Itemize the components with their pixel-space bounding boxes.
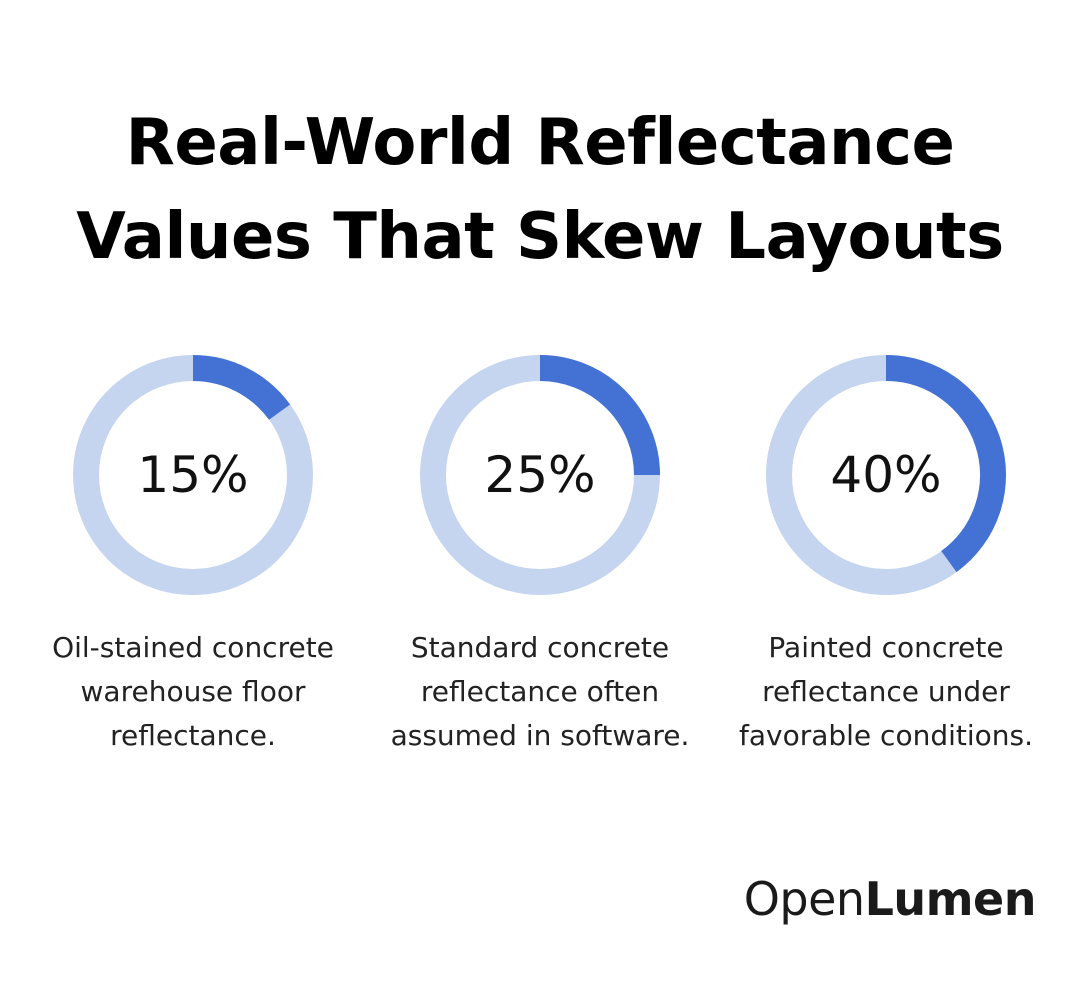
brand-logo-open: Open [743,872,865,926]
donut-chart-oil-stained: 15% [73,355,313,595]
brand-logo: OpenLumen [743,868,1037,930]
page-title: Real-World Reflectance Values That Skew … [0,96,1080,284]
donut-arc [885,355,1006,573]
donut-arc [539,355,660,476]
stat-oil-stained: 15% Oil-stained concrete warehouse floor… [13,350,373,758]
donut-chart-standard: 25% [420,355,660,595]
donut-value-label: 40% [830,446,941,504]
stat-caption: Painted concrete reflectance under favor… [738,631,1033,752]
donut-arc [192,355,291,421]
brand-logo-lumen: Lumen [864,872,1037,926]
title-line-1: Real-World Reflectance [125,106,955,180]
donut-charts: 15% Oil-stained concrete warehouse floor… [0,350,1080,770]
title-line-2: Values That Skew Layouts [76,200,1004,274]
stat-standard: 25% Standard concrete reflectance often … [360,350,720,758]
donut-value-label: 15% [137,446,248,504]
stat-painted: 40% Painted concrete reflectance under f… [706,350,1066,758]
stat-caption: Standard concrete reflectance often assu… [390,631,690,752]
donut-chart-painted: 40% [766,355,1006,595]
donut-value-label: 25% [484,446,595,504]
stat-caption: Oil-stained concrete warehouse floor ref… [52,631,334,752]
